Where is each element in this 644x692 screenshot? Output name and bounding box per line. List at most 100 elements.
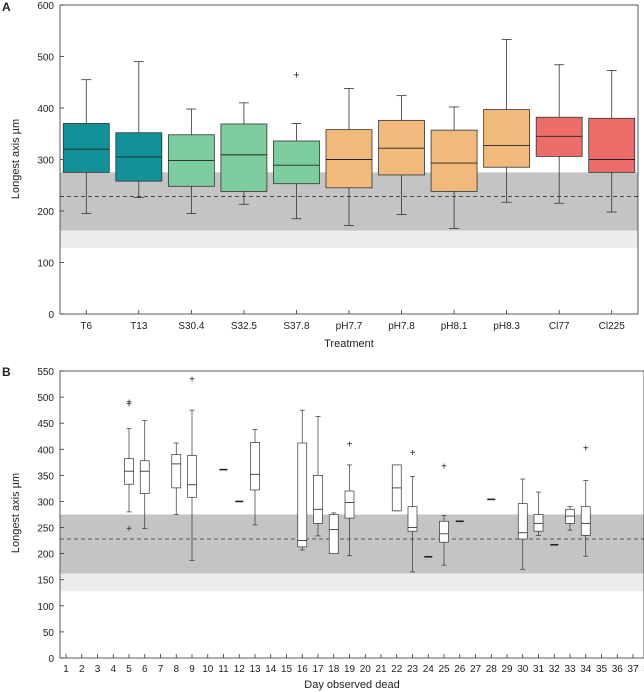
- panel-label-b: B: [2, 365, 11, 379]
- x-tick-label: 25: [438, 664, 450, 675]
- outlier-marker: +: [293, 70, 299, 82]
- box-day-30: [517, 503, 528, 540]
- box-day-17: [313, 475, 323, 524]
- y-tick-label: 450: [37, 419, 54, 430]
- x-tick-label: 17: [312, 664, 324, 675]
- box-day-34: [580, 506, 591, 536]
- y-tick-label: 200: [37, 550, 54, 561]
- outlier-marker: +: [410, 448, 416, 459]
- y-tick-label: 200: [37, 207, 54, 218]
- reference-band-light: [60, 573, 644, 592]
- y-tick-label: 400: [37, 104, 54, 115]
- x-tick-label: 9: [189, 664, 195, 675]
- y-tick-label: 0: [48, 310, 54, 321]
- panel-a: A 0 100 200 300 400 500 600 T6 T13 S30.4 S32.5 S37…: [2, 0, 639, 350]
- x-tick-label: 3: [95, 664, 101, 675]
- x-tick-label: 32: [549, 664, 561, 675]
- y-tick-label: 600: [37, 1, 54, 12]
- x-tick-label: 18: [328, 664, 340, 675]
- reference-band-b: [60, 514, 644, 592]
- y-tick-label: 50: [43, 628, 55, 639]
- panel-label-a: A: [2, 0, 11, 14]
- outlier-marker: +: [126, 399, 132, 410]
- x-tick-label: 14: [265, 664, 277, 675]
- x-tick-label: 23: [407, 664, 419, 675]
- y-tick-label: 100: [37, 602, 54, 613]
- x-tick-label: 8: [173, 664, 179, 675]
- box-day-9: [187, 455, 197, 498]
- outlier-marker: +: [441, 461, 447, 472]
- y-tick-label: 0: [48, 654, 54, 665]
- box-S37.8: [273, 140, 320, 185]
- x-axis-label-b: Day observed dead: [304, 679, 399, 691]
- y-axis-label-b: Longest axis µm: [10, 473, 22, 553]
- outlier-marker: +: [189, 374, 195, 385]
- x-tick-label: 29: [501, 664, 513, 675]
- box-T6: [62, 123, 110, 173]
- x-tick-label: 37: [627, 664, 639, 675]
- box-pH7.8: [378, 119, 425, 176]
- plot-frame-b: [59, 370, 644, 659]
- y-tick-label: 300: [37, 497, 54, 508]
- box-plots-b: ++++++++: [124, 374, 591, 573]
- x-tick-label: 26: [454, 664, 466, 675]
- x-tick-label: Cl225: [599, 321, 626, 332]
- box-day-8: [171, 454, 182, 489]
- box-day-16: [297, 442, 308, 548]
- box-day-31: [533, 514, 544, 532]
- reference-band-light: [60, 230, 638, 249]
- box-pH8.3: [483, 109, 531, 168]
- outlier-marker: +: [126, 397, 132, 408]
- x-tick-label: 5: [126, 664, 132, 675]
- y-tick-label: 150: [37, 576, 54, 587]
- box-S32.5: [220, 123, 268, 192]
- box-day-23: [407, 506, 418, 532]
- box-plots-a: T6 T13 S30.4 S32.5 S37.8 + pH7.7 pH7.8 pH8.1 pH8.…: [62, 39, 636, 332]
- x-tick-label: 19: [344, 664, 356, 675]
- x-tick-label: 11: [218, 664, 229, 675]
- x-tick-label: pH8.1: [441, 321, 468, 332]
- x-tick-label: 36: [612, 664, 624, 675]
- x-tick-label: 27: [470, 664, 482, 675]
- x-tick-label: 10: [202, 664, 214, 675]
- y-tick-label: 550: [37, 367, 54, 378]
- x-tick-label: 16: [297, 664, 309, 675]
- box-day-18: [328, 514, 339, 554]
- axis-ticks-a: 0 100 200 300 400 500 600: [37, 1, 64, 321]
- box-pH8.1: [430, 129, 478, 192]
- x-tick-label: 24: [423, 664, 435, 675]
- box-day-6: [139, 460, 150, 494]
- plot-frame-a: [59, 4, 639, 315]
- x-tick-label: S30.4: [178, 321, 205, 332]
- box-pH7.7: [325, 129, 373, 189]
- x-tick-label: 31: [533, 664, 545, 675]
- box-Cl225: [588, 117, 636, 173]
- x-tick-label: 22: [391, 664, 403, 675]
- x-tick-label: T13: [130, 321, 148, 332]
- y-tick-label: 500: [37, 393, 54, 404]
- reference-band-dark: [60, 514, 644, 574]
- y-axis-label-a: Longest axis µm: [10, 119, 22, 199]
- x-tick-label: 33: [564, 664, 576, 675]
- x-tick-label: 34: [580, 664, 592, 675]
- x-tick-label: 6: [142, 664, 148, 675]
- x-tick-label: 35: [596, 664, 608, 675]
- x-tick-label: pH7.7: [336, 321, 363, 332]
- x-tick-label: 12: [234, 664, 246, 675]
- y-tick-label: 100: [37, 259, 54, 270]
- x-tick-label: 20: [360, 664, 372, 675]
- outlier-marker: +: [347, 440, 353, 451]
- x-tick-label: 28: [486, 664, 498, 675]
- x-tick-label: 30: [517, 664, 529, 675]
- x-tick-label: 1: [63, 664, 69, 675]
- outlier-marker: +: [583, 444, 589, 455]
- x-tick-label: 13: [249, 664, 261, 675]
- y-tick-label: 300: [37, 156, 54, 167]
- x-axis-label-a: Treatment: [324, 338, 374, 350]
- x-tick-label: 4: [110, 664, 116, 675]
- y-tick-label: 350: [37, 471, 54, 482]
- x-tick-label: 15: [281, 664, 293, 675]
- x-tick-label: Cl77: [549, 321, 570, 332]
